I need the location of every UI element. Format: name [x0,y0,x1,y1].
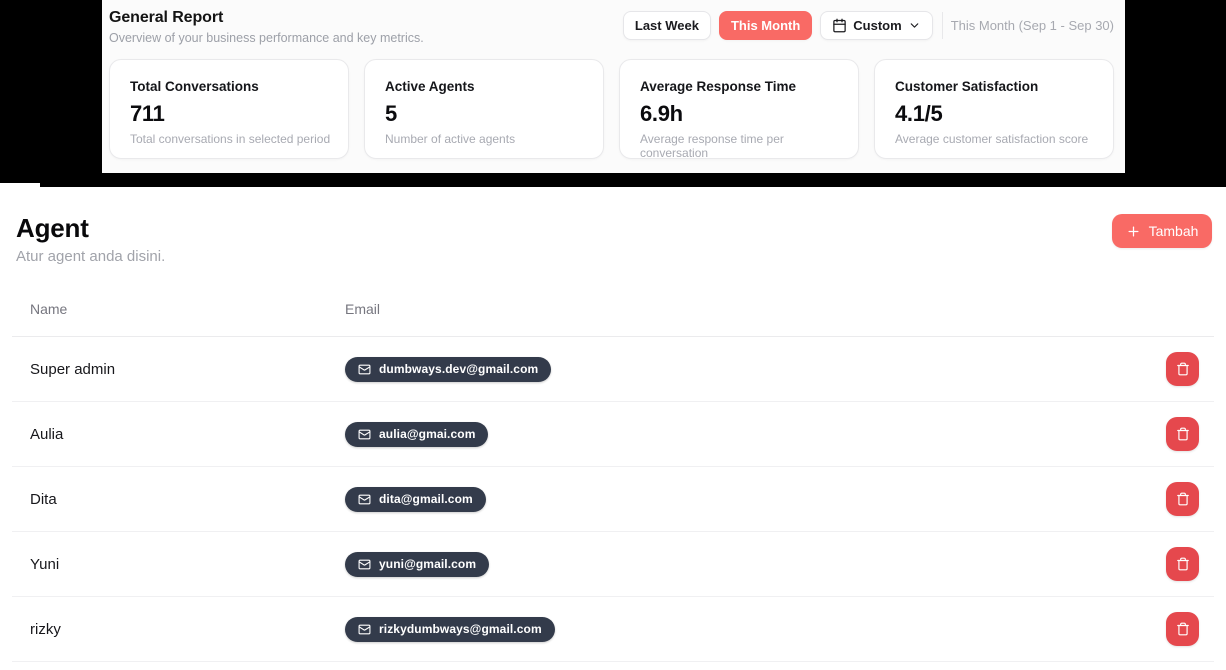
table-row: Yuni yuni@gmail.com [12,532,1214,597]
mail-icon [358,558,371,571]
row-actions [1166,612,1214,646]
metric-description: Number of active agents [385,132,516,146]
table-header-row: Name Email [12,282,1214,337]
delete-agent-button[interactable] [1166,612,1199,646]
custom-button-label: Custom [853,18,902,33]
trash-icon [1176,362,1190,376]
mail-icon [358,363,371,376]
agent-email-cell: dita@gmail.com [344,486,1166,512]
delete-agent-button[interactable] [1166,547,1199,581]
agent-header: Agent Atur agent anda disini. Tambah [0,187,1226,266]
metric-card: Active Agents 5 Number of active agents [364,59,604,159]
delete-agent-button[interactable] [1166,482,1199,516]
table-row: Aulia aulia@gmai.com [12,402,1214,467]
column-header-name: Name [30,301,68,317]
row-actions [1166,482,1214,516]
agent-email-cell: dumbways.dev@gmail.com [344,356,1166,382]
email-badge: rizkydumbways@gmail.com [345,616,555,642]
last-week-button[interactable]: Last Week [622,11,711,40]
metric-value: 4.1/5 [895,101,943,126]
delete-agent-button[interactable] [1166,352,1199,386]
agent-name: Aulia [30,425,64,443]
agent-table: Name Email Super admin dumbways.dev@gmai… [12,282,1214,662]
delete-agent-button[interactable] [1166,417,1199,451]
metric-description: Average response time per conversation [640,132,784,160]
agent-email: aulia@gmai.com [379,427,476,441]
row-actions [1166,352,1214,386]
metric-title: Active Agents [385,79,475,94]
trash-icon [1176,492,1190,506]
this-month-button[interactable]: This Month [718,11,813,40]
metric-value: 6.9h [640,101,683,126]
agent-name: Yuni [30,555,60,573]
selected-range-text: This Month (Sep 1 - Sep 30) [950,18,1114,33]
metric-title: Total Conversations [130,79,259,94]
filter-separator [941,12,943,39]
report-title: General Report [109,9,224,26]
agent-email-cell: aulia@gmai.com [344,421,1166,447]
table-row: Dita dita@gmail.com [12,467,1214,532]
table-row: rizky rizkydumbways@gmail.com [12,597,1214,662]
metric-card: Total Conversations 711 Total conversati… [109,59,349,159]
row-actions [1166,547,1214,581]
metric-card: Average Response Time 6.9h Average respo… [619,59,859,160]
metric-description: Average customer satisfaction score [895,132,1089,146]
email-badge: yuni@gmail.com [345,551,490,577]
mail-icon [358,493,371,506]
agent-name: Super admin [30,360,116,378]
table-row: Super admin dumbways.dev@gmail.com [12,337,1214,402]
agent-page-subtitle: Atur agent anda disini. [16,248,166,265]
add-agent-button[interactable]: Tambah [1112,214,1212,248]
general-report-panel: General Report Overview of your business… [102,0,1125,173]
metric-value: 5 [385,101,397,126]
trash-icon [1176,557,1190,571]
agent-email: dumbways.dev@gmail.com [379,362,539,376]
metric-title: Customer Satisfaction [895,79,1039,94]
date-filter-group: Last Week This Month Custom This Month (… [622,11,1114,40]
chevron-down-icon [908,19,921,32]
trash-icon [1176,622,1190,636]
top-black-band: General Report Overview of your business… [0,0,1226,187]
plus-icon [1126,224,1141,239]
email-badge: aulia@gmai.com [345,421,489,447]
metric-card: Customer Satisfaction 4.1/5 Average cust… [874,59,1114,159]
agent-email-cell: rizkydumbways@gmail.com [344,616,1166,642]
mail-icon [358,623,371,636]
mail-icon [358,428,371,441]
row-actions [1166,417,1214,451]
report-header: General Report Overview of your business… [109,0,1114,45]
column-header-email: Email [345,301,381,317]
calendar-icon [832,18,847,33]
agent-email-cell: yuni@gmail.com [344,551,1166,577]
agent-section: Agent Atur agent anda disini. Tambah Nam… [0,187,1226,662]
agent-email: dita@gmail.com [379,492,473,506]
report-subtitle: Overview of your business performance an… [109,31,424,45]
metric-cards: Total Conversations 711 Total conversati… [109,59,1114,160]
agent-name: Dita [30,490,57,508]
custom-range-button[interactable]: Custom [820,11,933,40]
report-heading-block: General Report Overview of your business… [109,9,424,45]
metric-description: Total conversations in selected period [130,132,331,146]
email-badge: dumbways.dev@gmail.com [345,356,552,382]
band-bottom-notch [0,183,40,187]
metric-title: Average Response Time [640,79,797,94]
agent-email: rizkydumbways@gmail.com [379,622,542,636]
trash-icon [1176,427,1190,441]
agent-name: rizky [30,620,61,638]
agent-email: yuni@gmail.com [379,557,477,571]
metric-value: 711 [130,101,165,126]
agent-heading-block: Agent Atur agent anda disini. [16,213,165,266]
table-body: Super admin dumbways.dev@gmail.com Aulia [12,337,1214,662]
email-badge: dita@gmail.com [345,486,486,512]
add-agent-label: Tambah [1148,223,1199,239]
agent-page-title: Agent [16,213,89,243]
